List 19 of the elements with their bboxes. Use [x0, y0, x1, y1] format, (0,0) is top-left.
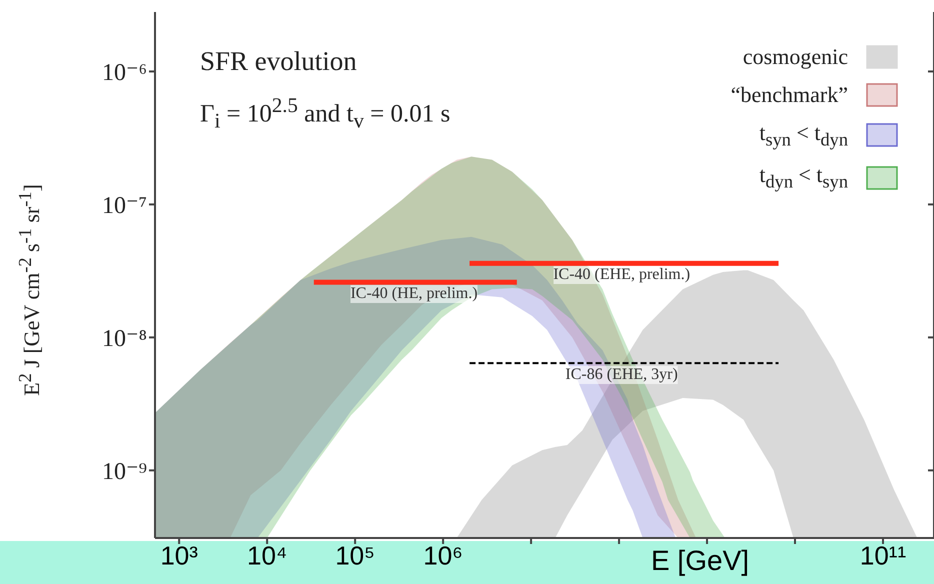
text: SFR evolution — [200, 46, 357, 77]
text: Γ$_{i}$ = 10$^{2.5}$ and t$_{v}$ = 0.01 s — [200, 93, 450, 134]
series-label: IC-40 (HE, prelim.) — [350, 285, 478, 304]
legend-label: t$_{dyn}$ < t$_{syn}$ — [759, 162, 848, 193]
y-tick-label: 10⁻⁸ — [102, 326, 147, 352]
series-label: IC-86 (EHE, 3yr) — [565, 366, 678, 384]
legend-label: “benchmark” — [730, 82, 848, 108]
x-tick-label: 10⁴ — [247, 540, 288, 570]
x-tick-label: 10⁶ — [423, 540, 463, 570]
y-tick-label: 10⁻⁶ — [102, 60, 147, 86]
y-tick-label: 10⁻⁷ — [102, 192, 147, 219]
series-label: IC-40 (EHE, prelim.) — [553, 266, 690, 284]
x-tick-label: 10⁵ — [335, 540, 375, 570]
x-tick-label: 10¹¹ — [860, 540, 906, 570]
y-tick-label: 10⁻⁹ — [102, 458, 147, 485]
legend-label: cosmogenic — [742, 44, 848, 70]
x-tick-label: 10³ — [160, 540, 198, 570]
x-axis-title: E [GeV] — [650, 545, 750, 577]
legend-label: t$_{syn}$ < t$_{dyn}$ — [759, 120, 848, 150]
